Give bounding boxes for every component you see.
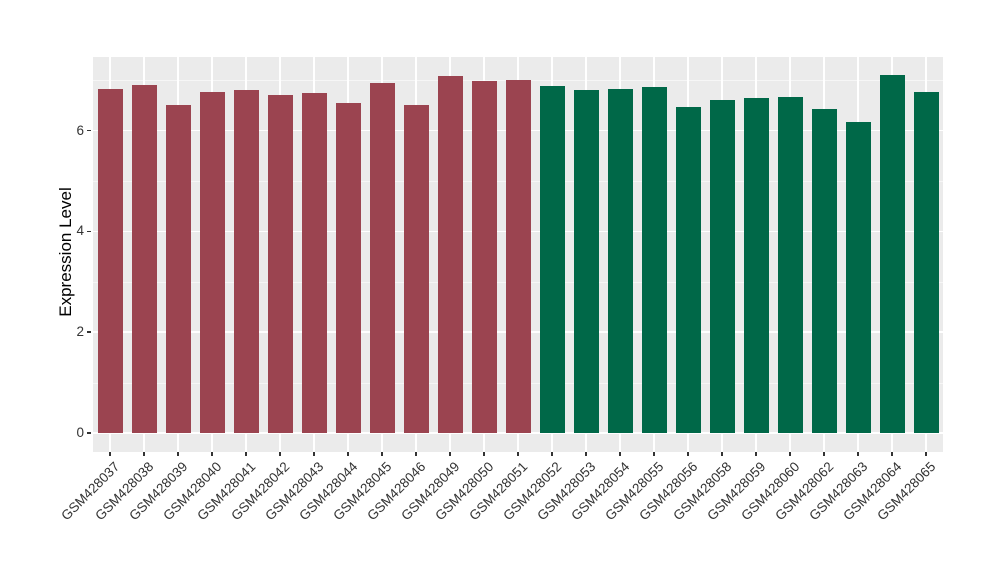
y-axis-title: Expression Level [56,187,75,317]
bar-GSM428054 [607,89,633,433]
x-axis-tick [177,452,179,456]
x-tick-label: GSM428058 [670,459,735,524]
x-tick-label: GSM428059 [704,459,769,524]
y-axis-tick [87,331,91,333]
x-tick-label: GSM428044 [296,459,361,524]
x-tick-label: GSM428046 [364,459,429,524]
x-axis-tick [925,452,927,456]
bar-GSM428055 [641,87,667,433]
x-axis-tick [755,452,757,456]
y-tick-label: 6 [76,122,84,138]
x-tick-label: GSM428050 [432,459,497,524]
bar-GSM428037 [97,88,123,433]
bar-GSM428053 [573,89,599,433]
x-tick-label: GSM428038 [92,459,157,524]
x-tick-label: GSM428062 [772,459,837,524]
y-axis-tick [87,432,91,434]
bar-GSM428038 [131,84,157,433]
bar-GSM428058 [709,99,735,433]
x-tick-label: GSM428065 [874,459,939,524]
x-tick-label: GSM428054 [568,459,633,524]
x-tick-label: GSM428049 [398,459,463,524]
x-axis-tick [619,452,621,456]
bar-GSM428051 [505,80,531,433]
bar-GSM428065 [913,92,939,433]
bar-GSM428060 [777,96,803,433]
bar-GSM428049 [437,75,463,433]
x-axis-tick [143,452,145,456]
x-tick-label: GSM428043 [262,459,327,524]
x-axis-tick [857,452,859,456]
x-tick-label: GSM428063 [806,459,871,524]
x-axis-tick [449,452,451,456]
bar-GSM428064 [879,74,905,433]
bar-GSM428050 [471,81,497,433]
x-axis-tick [245,452,247,456]
x-axis-tick [415,452,417,456]
plot-panel [93,57,943,452]
x-axis-tick [517,452,519,456]
x-axis-tick [585,452,587,456]
x-axis-tick [687,452,689,456]
x-tick-label: GSM428064 [840,459,905,524]
x-tick-label: GSM428037 [58,459,123,524]
x-axis-tick [279,452,281,456]
bar-GSM428045 [369,82,395,433]
bar-GSM428041 [233,90,259,433]
bar-GSM428052 [539,85,565,433]
x-axis-tick [347,452,349,456]
x-tick-label: GSM428056 [636,459,701,524]
bar-GSM428039 [165,104,191,433]
x-axis-tick [653,452,655,456]
x-tick-label: GSM428060 [738,459,803,524]
x-tick-label: GSM428042 [228,459,293,524]
y-axis-tick [87,129,91,132]
y-tick-label: 0 [76,425,84,440]
x-axis-tick [551,452,553,456]
x-axis-tick [211,452,213,456]
x-axis-tick [721,452,723,456]
x-tick-label: GSM428040 [160,459,225,524]
bar-GSM428044 [335,102,361,433]
x-axis-tick [109,452,111,456]
x-axis-tick [823,452,825,456]
y-tick-label: 2 [76,324,84,340]
x-tick-label: GSM428055 [602,459,667,524]
x-tick-label: GSM428039 [126,459,191,524]
bar-GSM428062 [811,108,837,433]
x-axis-tick [891,452,893,456]
bar-GSM428042 [267,94,293,433]
bar-GSM428056 [675,107,701,433]
x-axis-tick [313,452,315,456]
bar-GSM428040 [199,92,225,433]
y-axis-tick [87,230,91,233]
x-tick-label: GSM428052 [500,459,565,524]
bar-GSM428063 [845,121,871,433]
x-axis-tick [381,452,383,456]
x-axis-tick [789,452,791,456]
bar-GSM428059 [743,97,769,433]
x-axis-tick [483,452,485,456]
bar-GSM428043 [301,92,327,433]
x-tick-label: GSM428053 [534,459,599,524]
bar-GSM428046 [403,104,429,433]
x-tick-label: GSM428051 [466,459,531,524]
x-tick-label: GSM428041 [194,459,259,524]
x-tick-label: GSM428045 [330,459,395,524]
